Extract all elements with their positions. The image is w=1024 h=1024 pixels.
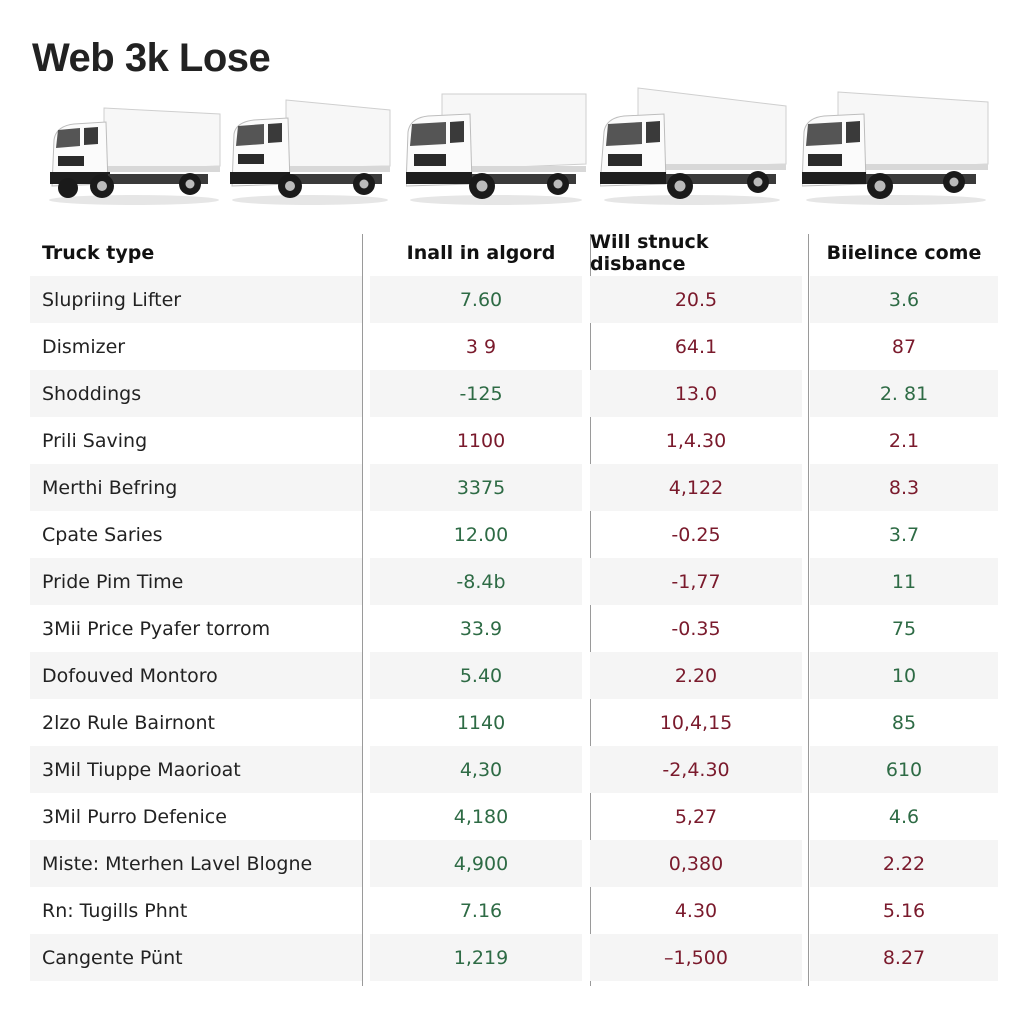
- value-cell-col4: 8.3: [810, 464, 998, 511]
- value-cell-col2: 3 9: [465, 335, 497, 358]
- truck-type-cell: Merthi Befring: [30, 464, 362, 511]
- value-cell-col4: 4.6: [888, 805, 920, 828]
- table-row: Pride Pim Time -8.4b -1,77 11: [30, 558, 998, 605]
- value-cell-col2: 1140: [456, 711, 506, 734]
- truck-type-cell: Pride Pim Time: [30, 558, 362, 605]
- truck-type-cell: Prili Saving: [42, 429, 148, 452]
- value-cell-col4: 87: [891, 335, 917, 358]
- column-divider-1: [362, 234, 363, 986]
- value-cell-col3: 2.20: [590, 652, 802, 699]
- value-cell-col4: 2.1: [888, 429, 920, 452]
- value-cell-col3: 5,27: [674, 805, 718, 828]
- value-cell-col4: 75: [891, 617, 917, 640]
- value-cell-col4: 2.22: [810, 840, 998, 887]
- column-header-2: Inall in algord: [406, 242, 556, 264]
- box-truck-icon: [802, 91, 989, 205]
- value-cell-col3: –1,500: [590, 934, 802, 981]
- table-row: 3Mii Price Pyafer torrom 33.9 -0.35 75: [30, 605, 998, 652]
- value-cell-col3: 4,122: [590, 464, 802, 511]
- value-cell-col2: 4,30: [370, 746, 582, 793]
- table-row: Prili Saving 1100 1,4.30 2.1: [30, 417, 998, 464]
- table-row: Cpate Saries 12.00 -0.25 3.7: [30, 511, 998, 558]
- value-cell-col2: -8.4b: [370, 558, 582, 605]
- table-row: Shoddings -125 13.0 2. 81: [30, 370, 998, 417]
- value-cell-col2: -125: [370, 370, 582, 417]
- column-divider-2: [590, 234, 591, 986]
- page-title: Web 3k Lose: [32, 36, 271, 80]
- value-cell-col2: 4,900: [370, 840, 582, 887]
- value-cell-col2: 5.40: [370, 652, 582, 699]
- truck-comparison-table: Truck type Inall in algord Will stnuck d…: [30, 230, 998, 981]
- truck-type-cell: Cpate Saries: [42, 523, 163, 546]
- value-cell-col2: 1,219: [370, 934, 582, 981]
- value-cell-col4: 85: [891, 711, 917, 734]
- value-cell-col3: 64.1: [674, 335, 718, 358]
- truck-type-cell: 3Mil Tiuppe Maorioat: [30, 746, 362, 793]
- value-cell-col2: 4,180: [453, 805, 509, 828]
- box-truck-icon: [406, 93, 587, 205]
- truck-type-cell: Cangente Pünt: [30, 934, 362, 981]
- value-cell-col4: 5.16: [882, 899, 926, 922]
- value-cell-col3: -0.25: [671, 523, 721, 546]
- value-cell-col4: 3.6: [810, 276, 998, 323]
- value-cell-col3: -1,77: [590, 558, 802, 605]
- truck-type-cell: 2lzo Rule Bairnont: [42, 711, 215, 734]
- value-cell-col3: 1,4.30: [665, 429, 727, 452]
- value-cell-col3: 13.0: [590, 370, 802, 417]
- box-truck-icon: [600, 87, 787, 205]
- table-header-row: Truck type Inall in algord Will stnuck d…: [30, 230, 998, 276]
- value-cell-col2: 7.60: [370, 276, 582, 323]
- table-row: Slupriing Lifter 7.60 20.5 3.6: [30, 276, 998, 323]
- table-row: Miste: Mterhen Lavel Blogne 4,900 0,380 2.2…: [30, 840, 998, 887]
- value-cell-col3: -0.35: [671, 617, 721, 640]
- value-cell-col4: 2. 81: [810, 370, 998, 417]
- truck-image-4: [600, 84, 788, 206]
- table-row: Dofouved Montoro 5.40 2.20 10: [30, 652, 998, 699]
- truck-image-2: [230, 96, 392, 206]
- value-cell-col2: 3375: [370, 464, 582, 511]
- truck-type-cell: Dismizer: [42, 335, 126, 358]
- value-cell-col2: 33.9: [459, 617, 503, 640]
- truck-type-cell: Dofouved Montoro: [30, 652, 362, 699]
- truck-image-5: [802, 90, 992, 206]
- value-cell-col2: 12.00: [453, 523, 509, 546]
- value-cell-col4: 11: [810, 558, 998, 605]
- truck-image-gallery: [0, 80, 1024, 220]
- value-cell-col2: 1100: [456, 429, 506, 452]
- box-truck-icon: [49, 107, 221, 205]
- truck-type-cell: 3Mil Purro Defenice: [42, 805, 227, 828]
- column-divider-3: [808, 234, 809, 986]
- value-cell-col4: 610: [810, 746, 998, 793]
- table-row: 3Mil Purro Defenice 4,180 5,27 4.6: [30, 793, 998, 840]
- truck-image-3: [406, 88, 588, 206]
- truck-type-cell: 3Mii Price Pyafer torrom: [42, 617, 271, 640]
- truck-type-cell: Shoddings: [30, 370, 362, 417]
- table-row: Cangente Pünt 1,219 –1,500 8.27: [30, 934, 998, 981]
- value-cell-col3: 4.30: [674, 899, 718, 922]
- truck-type-cell: Miste: Mterhen Lavel Blogne: [30, 840, 362, 887]
- value-cell-col3: 0,380: [590, 840, 802, 887]
- column-header-4: Biielince come: [826, 242, 982, 264]
- value-cell-col4: 8.27: [810, 934, 998, 981]
- value-cell-col4: 3.7: [888, 523, 920, 546]
- table-body: Slupriing Lifter 7.60 20.5 3.6 Dismizer 3 9 64…: [30, 276, 998, 981]
- value-cell-col3: -2,4.30: [590, 746, 802, 793]
- value-cell-col2: 7.16: [459, 899, 503, 922]
- box-truck-icon: [230, 99, 391, 205]
- truck-image-1: [44, 104, 224, 206]
- column-header-3: Will stnuck disbance: [590, 231, 709, 275]
- column-header-truck-type: Truck type: [42, 242, 155, 264]
- value-cell-col3: 20.5: [590, 276, 802, 323]
- value-cell-col3: 10,4,15: [659, 711, 733, 734]
- table-row: 3Mil Tiuppe Maorioat 4,30 -2,4.30 610: [30, 746, 998, 793]
- value-cell-col4: 10: [810, 652, 998, 699]
- truck-type-cell: Slupriing Lifter: [30, 276, 362, 323]
- truck-type-cell: Rn: Tugills Phnt: [42, 899, 188, 922]
- table-row: Dismizer 3 9 64.1 87: [30, 323, 998, 370]
- table-row: Rn: Tugills Phnt 7.16 4.30 5.16: [30, 887, 998, 934]
- table-row: Merthi Befring 3375 4,122 8.3: [30, 464, 998, 511]
- table-row: 2lzo Rule Bairnont 1140 10,4,15 85: [30, 699, 998, 746]
